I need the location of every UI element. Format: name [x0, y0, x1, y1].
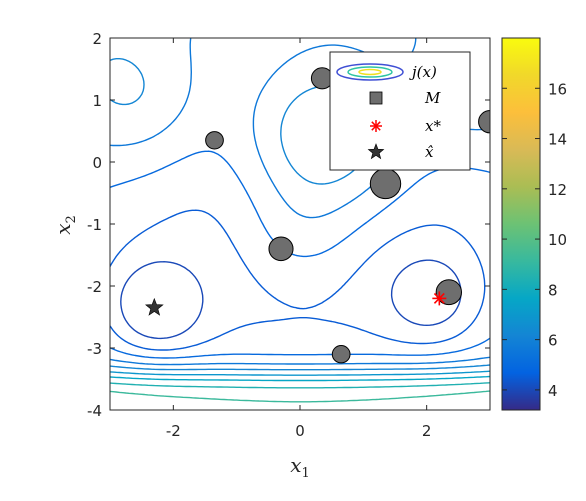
- set-M-circle-5: [331, 345, 351, 364]
- legend-label-xstar: x*: [425, 117, 441, 135]
- colorbar-ticks: 4 6 8 10 12 14 16: [502, 80, 567, 400]
- contour-level-1: [110, 209, 486, 351]
- x-tick-label: 0: [295, 422, 305, 440]
- colorbar-tick-label: 10: [548, 231, 567, 249]
- legend-label-j: j(x): [409, 63, 437, 81]
- contour-level-5: [110, 370, 490, 376]
- colorbar-tick-label: 14: [548, 131, 567, 149]
- y-tick-label: -1: [87, 216, 102, 234]
- set-M-circle-6: [478, 110, 490, 134]
- y-tick-label: 1: [92, 92, 102, 110]
- y-tick-label: -3: [87, 340, 102, 358]
- y-tick-label: -4: [87, 402, 102, 420]
- x-hat-star-marker: [145, 297, 164, 316]
- y-tick-label: -2: [87, 278, 102, 296]
- x-axis-label: x1: [290, 453, 310, 481]
- legend-square-marker: [369, 91, 383, 105]
- contour-level-7: [110, 382, 490, 389]
- legend-asterisk-marker: [370, 120, 382, 132]
- set-M-circle-1: [205, 131, 224, 150]
- colorbar-tick-label: 6: [548, 332, 558, 350]
- point-markers: [145, 291, 447, 316]
- contour-level-6: [110, 375, 490, 382]
- contour-level-0: [120, 259, 462, 340]
- x-axis-ticks: -2 0 2: [166, 38, 432, 440]
- set-M-circle-2: [369, 168, 402, 200]
- legend-label-M: M: [424, 89, 441, 107]
- y-tick-label: 0: [92, 154, 102, 172]
- x-star-asterisk-marker: [432, 291, 447, 306]
- y-tick-label: 2: [92, 30, 102, 48]
- legend-box: [329, 51, 471, 171]
- colorbar-gradient: [501, 37, 541, 411]
- y-axis-label: x2: [51, 215, 79, 235]
- set-M-circles: [205, 67, 490, 364]
- legend-star-marker: [367, 143, 385, 160]
- colorbar-tick-label: 8: [548, 281, 558, 299]
- colorbar: 4 6 8 10 12 14 16: [501, 37, 567, 411]
- colorbar-tick-label: 16: [548, 80, 567, 98]
- contour-level-8: [110, 390, 490, 403]
- legend-contour-icon: [336, 63, 404, 81]
- set-M-circle-3: [268, 236, 294, 262]
- x-tick-label: 2: [422, 422, 432, 440]
- y-axis-ticks: 2 1 0 -1 -2 -3 -4: [87, 30, 490, 420]
- x-tick-label: -2: [166, 422, 181, 440]
- colorbar-tick-label: 4: [548, 382, 558, 400]
- legend: j(x) M x* x̂: [329, 51, 471, 171]
- legend-label-xhat: x̂: [425, 143, 434, 161]
- colorbar-tick-label: 12: [548, 181, 567, 199]
